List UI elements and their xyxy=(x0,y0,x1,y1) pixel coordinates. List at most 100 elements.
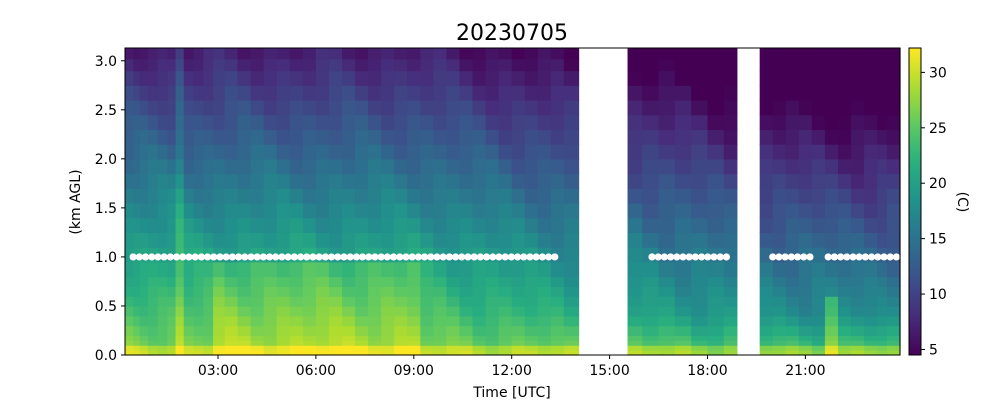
marker-dot xyxy=(141,253,150,261)
heatmap-cell xyxy=(446,48,461,60)
heatmap-cell xyxy=(224,202,239,219)
heatmap-cell xyxy=(524,158,539,175)
heatmap-cell xyxy=(203,144,214,160)
heatmap-cell xyxy=(691,315,709,327)
heatmap-cell xyxy=(368,340,382,346)
heatmap-cell xyxy=(420,85,434,101)
heatmap-cell xyxy=(203,85,214,101)
heatmap-cell xyxy=(368,286,382,297)
heatmap-cell xyxy=(851,188,865,204)
heatmap-cell xyxy=(498,58,513,72)
marker-dot xyxy=(855,253,863,261)
heatmap-cell xyxy=(550,276,565,287)
heatmap-cell xyxy=(627,173,643,189)
heatmap-cell xyxy=(550,85,565,101)
heatmap-cell xyxy=(485,70,500,86)
heatmap-cell xyxy=(563,261,580,278)
heatmap-cell xyxy=(446,114,461,131)
heatmap-cell xyxy=(342,202,356,219)
heatmap-cell xyxy=(498,129,513,145)
heatmap-cell xyxy=(537,58,552,72)
heatmap-cell xyxy=(133,202,141,219)
heatmap-cell xyxy=(139,158,149,175)
heatmap-cell xyxy=(691,99,709,116)
heatmap-cell xyxy=(864,70,878,86)
heatmap-cell xyxy=(759,144,774,160)
heatmap-cell xyxy=(811,325,826,336)
heatmap-cell xyxy=(276,188,291,204)
heatmap-cell xyxy=(511,129,526,145)
heatmap-cell xyxy=(433,158,448,175)
heatmap-cell xyxy=(485,129,500,145)
heatmap-cell xyxy=(157,335,169,341)
heatmap-cell xyxy=(472,85,487,101)
heatmap-cell xyxy=(886,85,901,101)
heatmap-cell xyxy=(851,325,865,336)
heatmap-cell xyxy=(193,261,204,278)
heatmap-cell xyxy=(224,276,239,287)
heatmap-cell xyxy=(723,315,738,327)
heatmap-cell xyxy=(381,85,395,101)
heatmap-cell xyxy=(838,85,852,101)
heatmap-cell xyxy=(707,114,725,131)
heatmap-cell xyxy=(864,58,878,72)
heatmap-cell xyxy=(394,325,408,336)
heatmap-cell xyxy=(276,58,291,72)
heatmap-cell xyxy=(798,217,813,233)
heatmap-cell xyxy=(459,202,474,219)
heatmap-cell xyxy=(368,202,382,219)
heatmap-cell xyxy=(328,173,343,189)
heatmap-cell xyxy=(563,99,580,116)
heatmap-cell xyxy=(886,70,901,86)
heatmap-cell xyxy=(798,99,813,116)
heatmap-cell xyxy=(472,296,487,307)
heatmap-cell xyxy=(446,217,461,233)
heatmap-cell xyxy=(785,345,800,351)
heatmap-cell xyxy=(315,99,330,116)
heatmap-cell xyxy=(224,350,239,356)
heatmap-cell xyxy=(315,158,330,175)
marker-dot xyxy=(476,253,484,261)
heatmap-cell xyxy=(864,315,878,327)
heatmap-cell xyxy=(824,276,839,287)
heatmap-cell xyxy=(237,188,252,204)
heatmap-cell xyxy=(302,345,317,351)
heatmap-cell xyxy=(315,296,330,307)
heatmap-cell xyxy=(723,70,738,86)
heatmap-cell xyxy=(772,48,787,60)
heatmap-cell xyxy=(550,70,565,86)
heatmap-cell xyxy=(289,144,304,160)
heatmap-cell xyxy=(193,99,204,116)
heatmap-cell xyxy=(550,232,565,248)
heatmap-cell xyxy=(691,217,709,233)
heatmap-cell xyxy=(342,85,356,101)
marker-dot xyxy=(501,253,509,261)
heatmap-cell xyxy=(381,202,395,219)
heatmap-cell xyxy=(302,99,317,116)
heatmap-cell xyxy=(485,158,500,175)
heatmap-cell xyxy=(798,173,813,189)
heatmap-cell xyxy=(798,202,813,219)
heatmap-cell xyxy=(811,85,826,101)
marker-dot xyxy=(667,253,675,261)
heatmap-cell xyxy=(355,217,369,233)
marker-dot xyxy=(532,253,540,261)
heatmap-cell xyxy=(157,173,169,189)
heatmap-cell xyxy=(213,232,226,248)
heatmap-cell xyxy=(524,144,539,160)
heatmap-cell xyxy=(183,261,195,278)
heatmap-cell xyxy=(139,345,149,351)
heatmap-cell xyxy=(224,70,239,86)
heatmap-cell xyxy=(658,345,676,351)
heatmap-cell xyxy=(193,173,204,189)
heatmap-cell xyxy=(237,70,252,86)
heatmap-cell xyxy=(723,58,738,72)
heatmap-cell xyxy=(864,129,878,145)
heatmap-cell xyxy=(193,144,204,160)
heatmap-cell xyxy=(691,335,709,341)
heatmap-cell xyxy=(302,232,317,248)
heatmap-cell xyxy=(707,232,725,248)
heatmap-cell xyxy=(289,114,304,131)
marker-dot xyxy=(315,253,323,261)
heatmap-cell xyxy=(276,144,291,160)
